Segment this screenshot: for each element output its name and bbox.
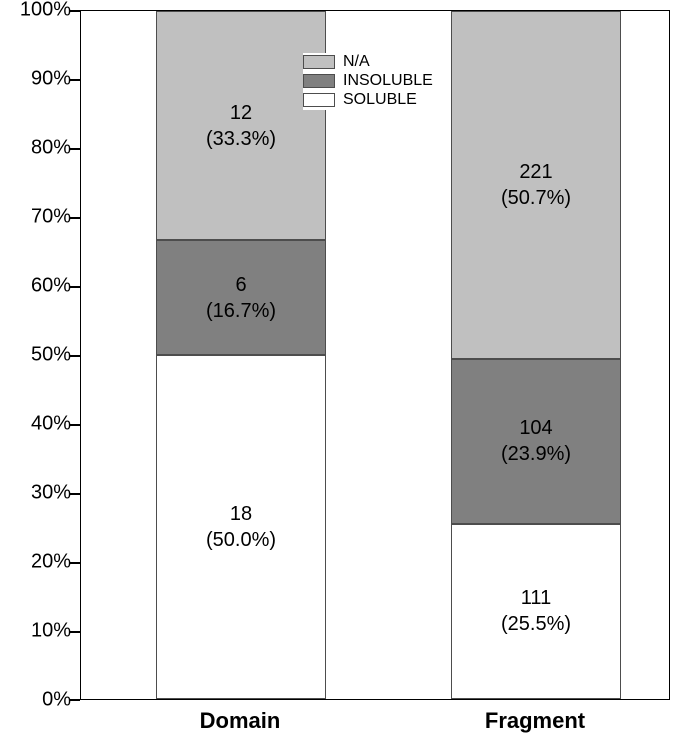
- ytick-text: 70%: [31, 206, 71, 228]
- ytick-text: 60%: [31, 275, 71, 297]
- y-tick: [70, 493, 80, 495]
- segment-domain-na: 12 (33.3%): [156, 11, 326, 240]
- y-axis-label: 0%: [42, 689, 71, 712]
- y-tick: [70, 148, 80, 150]
- segment-label-pct: (23.9%): [501, 441, 571, 467]
- y-tick: [70, 562, 80, 564]
- ytick-text: 30%: [31, 482, 71, 504]
- segment-label-pct: (33.3%): [206, 126, 276, 152]
- segment-label-pct: (50.0%): [206, 527, 276, 553]
- ytick-text: 40%: [31, 413, 71, 435]
- segment-fragment-insoluble: 104 (23.9%): [451, 359, 621, 523]
- y-axis-label: 70%: [31, 206, 71, 229]
- legend-text: SOLUBLE: [343, 91, 417, 109]
- segment-fragment-na: 221 (50.7%): [451, 11, 621, 359]
- y-axis-label: 100%: [20, 0, 71, 22]
- y-tick: [70, 79, 80, 81]
- x-axis-label-domain: Domain: [155, 708, 325, 734]
- ytick-text: 0%: [42, 689, 71, 711]
- y-axis-label: 20%: [31, 551, 71, 574]
- x-axis-label-fragment: Fragment: [450, 708, 620, 734]
- legend-swatch-insoluble: [303, 74, 335, 88]
- legend-item-insoluble: INSOLUBLE: [303, 72, 433, 90]
- legend-item-na: N/A: [303, 53, 433, 71]
- bar-fragment: 111 (25.5%) 104 (23.9%) 221 (50.7%): [451, 11, 621, 699]
- y-axis-label: 80%: [31, 137, 71, 160]
- y-axis-label: 50%: [31, 344, 71, 367]
- y-tick: [70, 286, 80, 288]
- segment-fragment-soluble: 111 (25.5%): [451, 524, 621, 699]
- legend-text: INSOLUBLE: [343, 72, 433, 90]
- legend-item-soluble: SOLUBLE: [303, 91, 433, 109]
- legend-swatch-na: [303, 55, 335, 69]
- segment-domain-soluble: 18 (50.0%): [156, 355, 326, 699]
- ytick-text: 100%: [20, 0, 71, 21]
- segment-label-count: 221: [519, 159, 552, 185]
- legend: N/A INSOLUBLE SOLUBLE: [303, 53, 433, 110]
- segment-label-count: 6: [235, 272, 246, 298]
- bar-domain: 18 (50.0%) 6 (16.7%) 12 (33.3%): [156, 11, 326, 699]
- segment-label-count: 12: [230, 100, 252, 126]
- ytick-text: 20%: [31, 551, 71, 573]
- legend-swatch-soluble: [303, 93, 335, 107]
- y-tick: [70, 217, 80, 219]
- segment-label-count: 111: [521, 585, 551, 611]
- ytick-text: 80%: [31, 137, 71, 159]
- segment-label-count: 18: [230, 501, 252, 527]
- y-axis-label: 30%: [31, 482, 71, 505]
- segment-domain-insoluble: 6 (16.7%): [156, 240, 326, 355]
- segment-label-pct: (16.7%): [206, 298, 276, 324]
- segment-label-pct: (50.7%): [501, 185, 571, 211]
- y-tick: [70, 355, 80, 357]
- y-axis-label: 40%: [31, 413, 71, 436]
- legend-text: N/A: [343, 53, 370, 71]
- ytick-text: 10%: [31, 620, 71, 642]
- y-axis-label: 90%: [31, 68, 71, 91]
- y-tick: [70, 424, 80, 426]
- segment-label-pct: (25.5%): [501, 611, 571, 637]
- y-axis-label: 60%: [31, 275, 71, 298]
- segment-label-count: 104: [519, 415, 552, 441]
- plot-area: 18 (50.0%) 6 (16.7%) 12 (33.3%) 111 (25.…: [80, 10, 670, 700]
- y-axis-label: 10%: [31, 620, 71, 643]
- ytick-text: 90%: [31, 68, 71, 90]
- y-tick: [70, 631, 80, 633]
- ytick-text: 50%: [31, 344, 71, 366]
- y-tick: [70, 699, 80, 701]
- y-tick: [70, 10, 80, 12]
